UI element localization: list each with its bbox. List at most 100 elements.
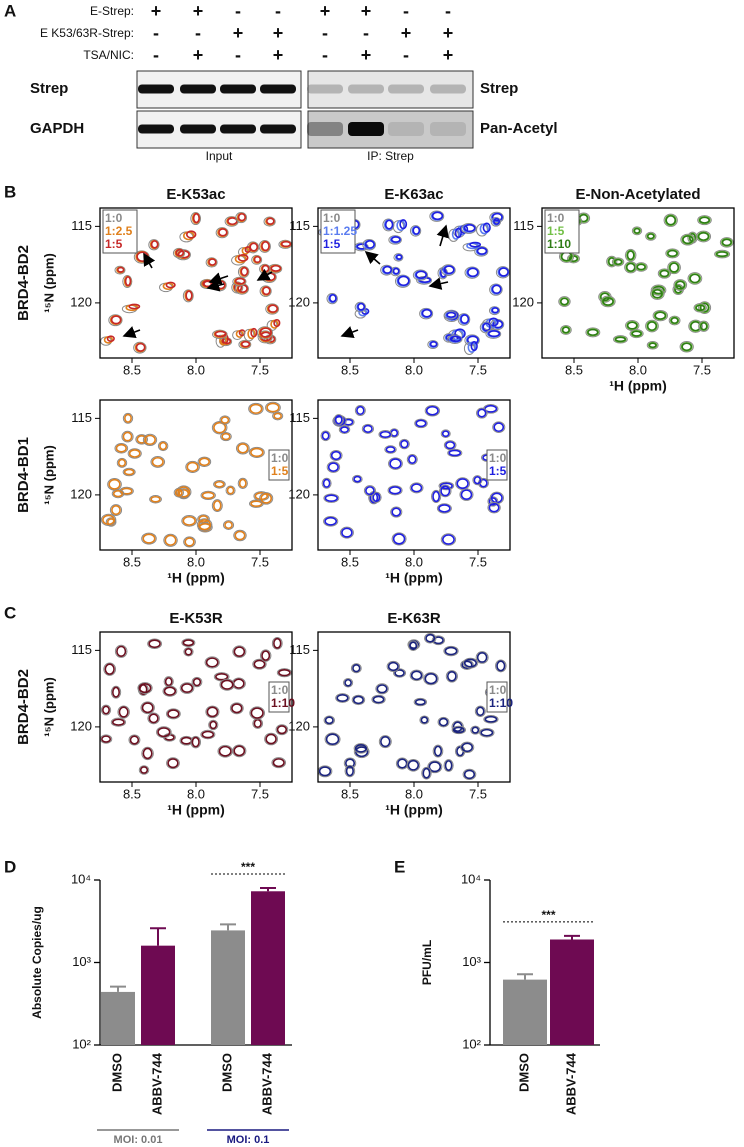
nmr-peak (237, 213, 246, 222)
shift-arrow (256, 268, 273, 281)
condition-sign: + (443, 23, 454, 43)
nmr-peak (440, 264, 456, 276)
nmr-peak (445, 441, 456, 450)
nmr-peak (457, 313, 471, 326)
legend-entry: 1:5 (105, 237, 123, 251)
nmr-peak (204, 656, 220, 669)
nmr-peak (675, 280, 686, 290)
legend-entry: 1:1.25 (323, 224, 357, 238)
blot-band (138, 84, 174, 94)
nmr-peak (147, 638, 163, 649)
nmr-peak (665, 215, 677, 226)
nmr-peak (394, 669, 405, 677)
nmr-peak (493, 422, 505, 433)
nmr-peak (385, 446, 396, 453)
nmr-peak (237, 443, 249, 454)
nmr-peak (440, 485, 451, 497)
nmr-peak (440, 533, 457, 546)
nmr-peak (176, 485, 192, 499)
nmr-peak (259, 492, 274, 505)
bar (211, 930, 245, 1045)
nmr-peak (104, 663, 115, 675)
x-tick-label: 7.5 (251, 786, 269, 801)
nmr-peak (191, 676, 203, 688)
nmr-peak (680, 233, 696, 246)
nmr-peak (148, 713, 159, 724)
y-tick-label: 10² (462, 1036, 481, 1051)
nmr-peak (122, 412, 134, 424)
nmr-peak (276, 725, 288, 735)
legend-entry: 1:10 (489, 696, 513, 710)
nmr-peak (175, 248, 185, 257)
nmr-peak (117, 266, 125, 273)
nmr-peak (441, 534, 455, 545)
nmr-peak (646, 340, 659, 350)
condition-sign: - (275, 1, 281, 21)
nmr-peak (487, 330, 501, 338)
nmr-peak (267, 304, 279, 313)
nmr-peak (345, 765, 354, 777)
nmr-peak (350, 663, 362, 674)
legend-box (102, 209, 138, 254)
nmr-peak (183, 536, 196, 548)
nmr-peak (220, 416, 230, 424)
nmr-peak (243, 328, 255, 342)
nmr-peak (205, 705, 220, 719)
nmr-peak (141, 532, 157, 545)
nmr-peak (111, 489, 125, 499)
shift-arrow (428, 277, 449, 290)
nmr-peak (105, 517, 117, 527)
nmr-peak (100, 704, 112, 716)
x-tick-label: 8.0 (187, 786, 205, 801)
nmr-peak (344, 678, 352, 687)
nmr-peak (234, 277, 246, 285)
shift-arrow (364, 250, 381, 265)
nmr-peak (163, 533, 178, 547)
x-tick-label: 8.5 (341, 362, 359, 377)
nmr-peak (409, 641, 418, 651)
nmr-peak (406, 758, 421, 772)
nmr-peak (687, 272, 703, 285)
shift-arrow (143, 252, 156, 269)
condition-sign: + (273, 23, 284, 43)
nmr-peak (273, 637, 282, 649)
nmr-peak (412, 226, 421, 235)
nmr-peak (190, 735, 202, 749)
nmr-peak (427, 760, 443, 774)
row-label: BRD4-BD2 (15, 245, 32, 321)
nmr-peak (324, 716, 334, 725)
nmr-peak (477, 408, 487, 418)
nmr-peak (351, 694, 366, 706)
nmr-peak (265, 733, 277, 745)
nmr-peak (650, 284, 667, 296)
nmr-peak (388, 486, 402, 495)
nmr-peak (699, 302, 710, 313)
nmr-peak (324, 494, 339, 502)
nmr-peak (394, 274, 411, 288)
nmr-peak (118, 706, 129, 718)
nmr-peak (372, 492, 381, 503)
nmr-peak (353, 475, 362, 483)
nmr-peak (112, 490, 124, 498)
nmr-peak (482, 222, 491, 233)
nmr-peak (201, 491, 215, 500)
nmr-peak (266, 402, 280, 413)
nmr-peak (100, 513, 117, 526)
nmr-peak (322, 478, 331, 488)
nmr-peak (198, 457, 210, 467)
y-tick-label: 120 (288, 486, 310, 501)
nmr-peak (693, 303, 707, 313)
nmr-peak (181, 515, 198, 527)
nmr-peak (659, 269, 670, 278)
x-axis-label: ¹H (ppm) (167, 570, 225, 586)
nmr-peak (654, 311, 667, 320)
nmr-peak (271, 636, 283, 650)
nmr-peak (238, 478, 247, 489)
nmr-peak (397, 758, 408, 769)
condition-sign: - (153, 23, 159, 43)
x-axis-label: ¹H (ppm) (385, 570, 443, 586)
nmr-peak (431, 489, 442, 504)
nmr-peak (251, 254, 263, 265)
nmr-peak (380, 736, 391, 748)
nmr-peak (265, 401, 281, 414)
